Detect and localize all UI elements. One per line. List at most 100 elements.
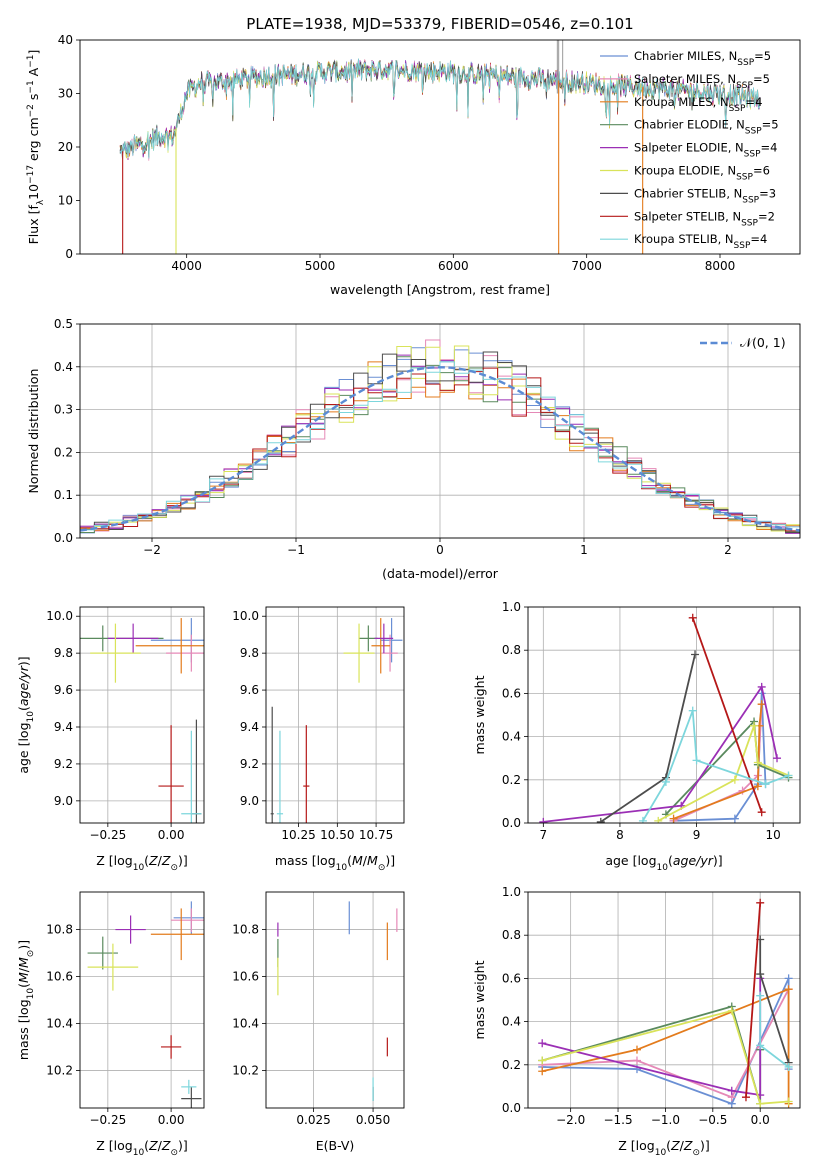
axes-frame [527,606,801,824]
plot-age-vs-Z: −0.25 0.00 9.0 9.2 9.4 9.6 9.8 10.0 Z [log10(Z/Z… [16,606,205,873]
legend-nssp: 5 [771,118,778,132]
y-tick-label: 0 [65,247,73,261]
y-tick-label: 10.6 [232,970,259,984]
x-tick-label: −1.5 [603,1113,632,1127]
weight-line [759,939,790,1063]
grid [80,892,204,1108]
weight-line [673,704,763,822]
legend-entry: Kroupa STELIB, NSSP=4 [634,232,767,251]
weight-marker [757,808,766,817]
x-tick-label: 0.025 [296,1113,330,1127]
x-tick-label: −0.25 [89,1113,126,1127]
y-tick-label: 10.4 [232,1016,259,1030]
y-tick-label: 0.3 [54,403,73,417]
legend-model: Salpeter ELODIE [634,141,728,155]
legend-model: Chabrier MILES [634,49,721,63]
y-tick-label: 10.2 [46,1063,73,1077]
x-tick-label: −0.25 [89,828,126,842]
plot-area [119,40,761,254]
y-tick-label: 10.8 [232,923,259,937]
weight-marker [757,700,766,709]
axes-frame [265,891,405,1109]
axes-frame [79,39,801,255]
y-tick-label: 10.8 [46,923,73,937]
y-tick-label: 9.8 [54,646,73,660]
y-tick-label: 0.4 [502,1015,521,1029]
plot-age-vs-mass: 10.25 10.50 10.75 9.0 9.2 9.4 9.6 9.8 10.0 mass [… [232,606,405,873]
weight-marker [538,1056,547,1065]
weight-marker [784,1062,793,1071]
weight-marker [756,1099,765,1108]
y-tick-label: 0.4 [502,730,521,744]
y-tick-label: 40 [58,33,73,47]
legend-entry: Salpeter STELIB, NSSP=2 [634,209,775,228]
legend: 𝒩(0, 1) [700,335,786,350]
plot-residuals: −2 −1 0 1 2 0.0 0.1 0.2 0.3 0.4 0.5 𝒩(0, 1) (data-mo… [26,317,801,581]
grid [80,607,204,823]
x-tick-label: 5000 [305,259,336,273]
weight-marker [761,780,770,789]
weight-marker [756,1041,765,1050]
x-tick-label: −1 [287,543,305,557]
x-tick-label: 0.0 [751,1113,770,1127]
y-tick-label: 10.2 [232,1063,259,1077]
x-tick-label: 4000 [171,259,202,273]
legend-model: Salpeter MILES [634,72,720,86]
x-tick-label: 7 [540,828,548,842]
x-tick-label: 10.75 [359,828,393,842]
y-tick-label: 10.6 [46,970,73,984]
weight-marker [753,782,762,791]
x-tick-label: 0.050 [356,1113,390,1127]
x-tick-label: −0.5 [698,1113,727,1127]
x-axis-label: Z [log10(Z/Z⊙)] [96,1138,188,1158]
y-tick-label: 0.5 [54,317,73,331]
x-axis-label: E(B-V) [316,1138,355,1153]
legend-entry: Chabrier MILES, NSSP=5 [634,49,771,68]
y-tick-label: 9.0 [54,794,73,808]
weight-line [541,1009,789,1105]
weight-marker [661,777,670,786]
y-tick-label: 10.4 [46,1016,73,1030]
x-tick-label: −1.0 [651,1113,680,1127]
weight-line [642,710,789,822]
weight-line [600,654,696,823]
legend-nssp: 6 [763,164,770,178]
axes-frame [79,606,205,824]
spectrum-line [119,58,761,159]
weight-marker [750,721,759,730]
y-tick-label: 9.2 [54,757,73,771]
y-tick-label: 10.0 [46,609,73,623]
weight-marker [669,814,678,823]
weight-marker [727,1006,736,1015]
y-tick-label: 9.0 [240,794,259,808]
plot-spectrum: 4000 5000 6000 7000 8000 0 10 20 30 40 Chabrier MI… [26,33,801,297]
plot-weight-vs-Z: −2.0 −1.5 −1.0 −0.5 0.0 0.0 0.2 0.4 0.6 0.8 1.0 Z [… [472,885,801,1158]
plot-area [87,901,204,1108]
y-tick-label: 9.2 [240,757,259,771]
y-tick-label: 0.2 [54,445,73,459]
x-tick-label: 0 [436,543,444,557]
plot-area [80,339,800,538]
x-axis-label: Z [log10(Z/Z⊙)] [618,1138,710,1158]
y-tick-label: 9.8 [240,646,259,660]
x-axis-label: (data-model)/error [382,566,499,581]
weight-marker [692,756,701,765]
weight-marker [756,898,765,907]
x-axis-label: wavelength [Angstrom, rest frame] [330,282,550,297]
y-tick-label: 20 [58,140,73,154]
y-tick-label: 0.1 [54,488,73,502]
x-tick-label: 1 [580,543,588,557]
legend-nssp: 3 [769,186,776,200]
y-tick-label: 0.6 [502,971,521,985]
weight-marker [756,970,765,979]
y-tick-label: 9.6 [240,683,259,697]
x-tick-label: 10.50 [320,828,354,842]
y-tick-label: 30 [58,87,73,101]
x-axis-label: Z [log10(Z/Z⊙)] [96,853,188,873]
weight-marker [784,985,793,994]
weight-line [691,617,763,813]
axes-frame [265,606,405,824]
x-tick-label: 9 [693,828,701,842]
legend-model: Kroupa ELODIE [634,164,720,178]
